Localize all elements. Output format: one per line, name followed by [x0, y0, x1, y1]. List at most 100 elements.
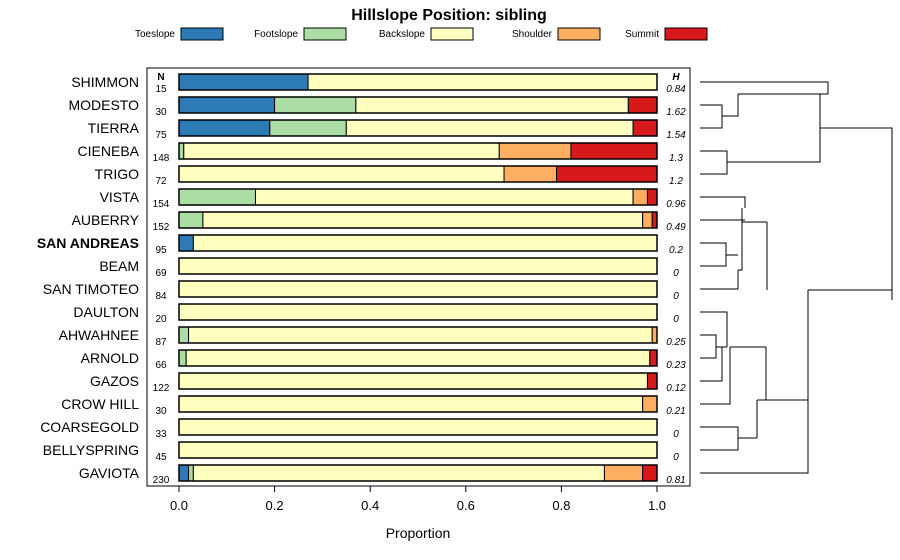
dendrogram-branch-shimmon-cluster: [700, 81, 829, 129]
bar-segment-summit: [632, 119, 658, 137]
h-value: 0: [673, 268, 679, 279]
h-value: 1.62: [666, 107, 686, 118]
legend-swatch: [303, 27, 347, 41]
dendrogram-branch-cieneba-trigo: [700, 93, 828, 175]
bar-segment-backslope: [185, 349, 651, 367]
bar-outline: [178, 280, 658, 298]
n-value: 66: [155, 360, 167, 371]
h-value: 1.54: [666, 130, 686, 141]
dendrogram-branch-vista-auberry: [700, 196, 746, 221]
h-value: 0.25: [666, 337, 686, 348]
h-value: 1.3: [669, 153, 683, 164]
n-value: 20: [155, 314, 167, 325]
bar-segment-toeslope: [178, 119, 271, 137]
bar-outline: [178, 142, 658, 160]
legend: Toeslope Footslope Backslope Shoulder Summit: [135, 27, 708, 41]
row-trigo: TRIGO 72 1.2: [95, 165, 683, 187]
category-label: ARNOLD: [81, 350, 139, 366]
bar-segment-backslope: [355, 96, 629, 114]
bar-segment-summit: [642, 464, 658, 482]
h-value: 0: [673, 429, 679, 440]
bar-segment-shoulder: [498, 142, 572, 160]
category-label: COARSEGOLD: [40, 419, 139, 435]
bar-outline: [178, 188, 658, 206]
bar-segment-backslope: [183, 142, 500, 160]
h-value: 0: [673, 314, 679, 325]
bar-segment-backslope: [192, 234, 658, 252]
h-value: 0.23: [666, 360, 686, 371]
row-vista: VISTA 154 0.96: [100, 188, 686, 210]
n-value: 152: [153, 222, 170, 233]
n-value: 30: [155, 406, 167, 417]
row-gaviota: GAVIOTA 230 0.81: [79, 464, 686, 486]
bar-segment-footslope: [178, 188, 256, 206]
row-san-andreas: SAN ANDREAS 95 0.2: [37, 234, 683, 256]
bar-segment-footslope: [269, 119, 347, 137]
legend-label: Footslope: [254, 29, 298, 40]
bar-segment-summit: [646, 188, 658, 206]
bar-segment-backslope: [178, 418, 658, 436]
bar-segment-backslope: [188, 326, 653, 344]
bar-outline: [178, 441, 658, 459]
bar-segment-backslope: [345, 119, 634, 137]
h-value: 0.96: [666, 199, 686, 210]
bar-segment-summit: [570, 142, 658, 160]
category-label: AHWAHNEE: [59, 327, 139, 343]
h-header: H: [672, 72, 680, 83]
h-value: 0.2: [669, 245, 683, 256]
dendrogram: [700, 81, 893, 474]
bar-segment-summit: [627, 96, 658, 114]
bar-outline: [178, 96, 658, 114]
bar-segment-toeslope: [178, 96, 276, 114]
row-ahwahnee: AHWAHNEE 87 0.25: [59, 326, 686, 348]
bar-outline: [178, 464, 658, 482]
bar-outline: [178, 211, 658, 229]
bar-segment-shoulder: [642, 211, 653, 229]
n-value: 69: [155, 268, 167, 279]
x-tick-label: 1.0: [648, 498, 666, 513]
bar-outline: [178, 349, 658, 367]
plot-frame: [146, 67, 691, 487]
dendrogram-branch-gaviota: [700, 222, 892, 474]
legend-swatch: [180, 27, 224, 41]
category-label: TIERRA: [88, 120, 140, 136]
category-label: DAULTON: [73, 304, 139, 320]
row-gazos: GAZOS 122 0.12: [90, 372, 686, 394]
legend-label: Shoulder: [512, 29, 553, 40]
n-value: 148: [153, 153, 170, 164]
bar-segment-summit: [649, 349, 658, 367]
bar-segment-summit: [556, 165, 658, 183]
row-beam: BEAM 69 0: [99, 257, 679, 279]
n-value: 84: [155, 291, 167, 302]
x-tick-label: 0.4: [361, 498, 379, 513]
n-value: 95: [155, 245, 167, 256]
n-value: 45: [155, 452, 167, 463]
bar-outline: [178, 418, 658, 436]
chart-title: Hillslope Position: sibling: [351, 7, 547, 24]
bar-outline: [178, 234, 658, 252]
bar-segment-footslope: [188, 464, 194, 482]
n-header: N: [157, 72, 164, 83]
dendrogram-branch-coarsegold: [700, 426, 757, 451]
n-value: 122: [153, 383, 170, 394]
h-value: 0: [673, 291, 679, 302]
legend-label: Backslope: [379, 29, 426, 40]
bar-segment-shoulder: [642, 395, 658, 413]
category-label: MODESTO: [68, 97, 139, 113]
row-modesto: MODESTO 30 1.62: [68, 96, 686, 118]
category-label: SAN TIMOTEO: [43, 281, 139, 297]
row-coarsegold: COARSEGOLD 33 0: [40, 418, 679, 440]
category-label: CROW HILL: [61, 396, 139, 412]
bar-outline: [178, 372, 658, 390]
bar-segment-backslope: [307, 73, 658, 91]
x-axis: 0.0 0.2 0.4 0.6 0.8 1.0: [170, 486, 666, 513]
bar-segment-footslope: [178, 326, 190, 344]
h-value: 1.2: [669, 176, 683, 187]
category-label: CIENEBA: [78, 143, 140, 159]
legend-swatch: [664, 27, 708, 41]
bar-segment-footslope: [274, 96, 357, 114]
bar-outline: [178, 119, 658, 137]
x-tick-label: 0.2: [266, 498, 284, 513]
